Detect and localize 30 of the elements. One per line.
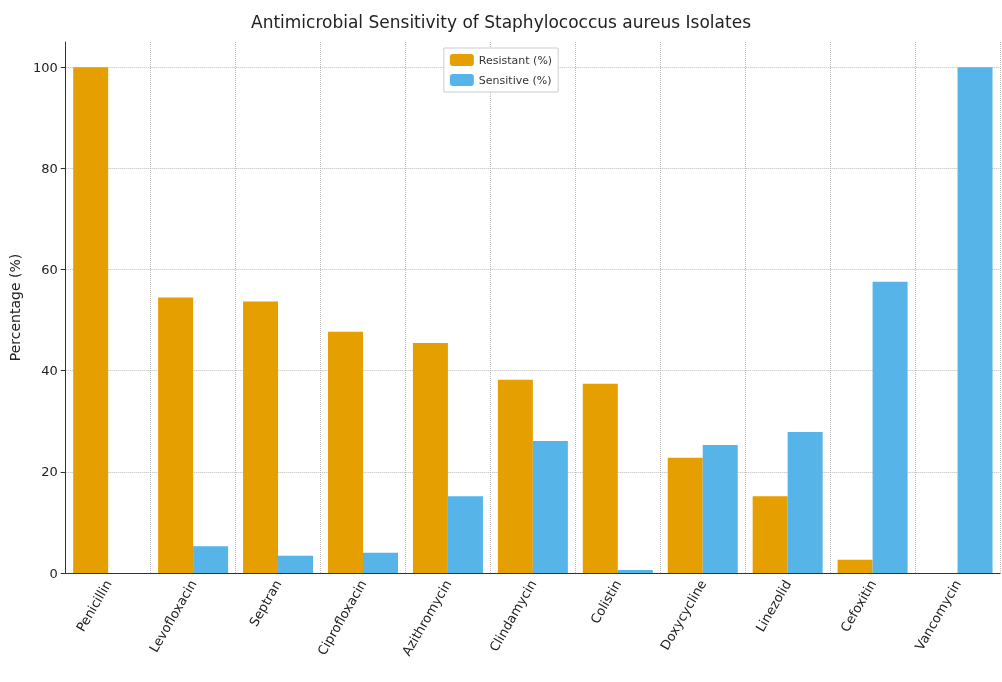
y-tick-label: 40 [41,363,58,379]
bar [73,67,109,573]
bar [532,441,568,573]
bar [582,383,618,573]
bar [667,457,703,573]
bar [497,379,533,573]
y-tick-label: 80 [41,160,58,176]
bar [193,546,229,573]
y-tick-label: 60 [41,262,58,278]
bar [872,281,908,573]
y-axis-title: Percentage (%) [7,253,23,362]
bar [412,342,448,573]
bar [617,569,653,573]
y-tick-label: 20 [41,464,58,480]
bar [702,445,738,573]
legend-label: Resistant (%) [478,53,553,67]
bar [243,301,279,573]
y-tick-label: 100 [32,59,58,75]
bar [837,559,873,573]
bar [752,496,788,573]
bar [278,555,314,573]
chart-title: Antimicrobial Sensitivity of Staphylococcus aureus Isolates [251,11,752,32]
bar [362,552,398,573]
bar [158,297,194,573]
y-tick-label: 0 [49,565,58,581]
bar [447,496,483,573]
bar [787,431,823,573]
bar [957,67,993,573]
legend-label: Sensitive (%) [478,73,552,87]
bar [327,331,363,573]
